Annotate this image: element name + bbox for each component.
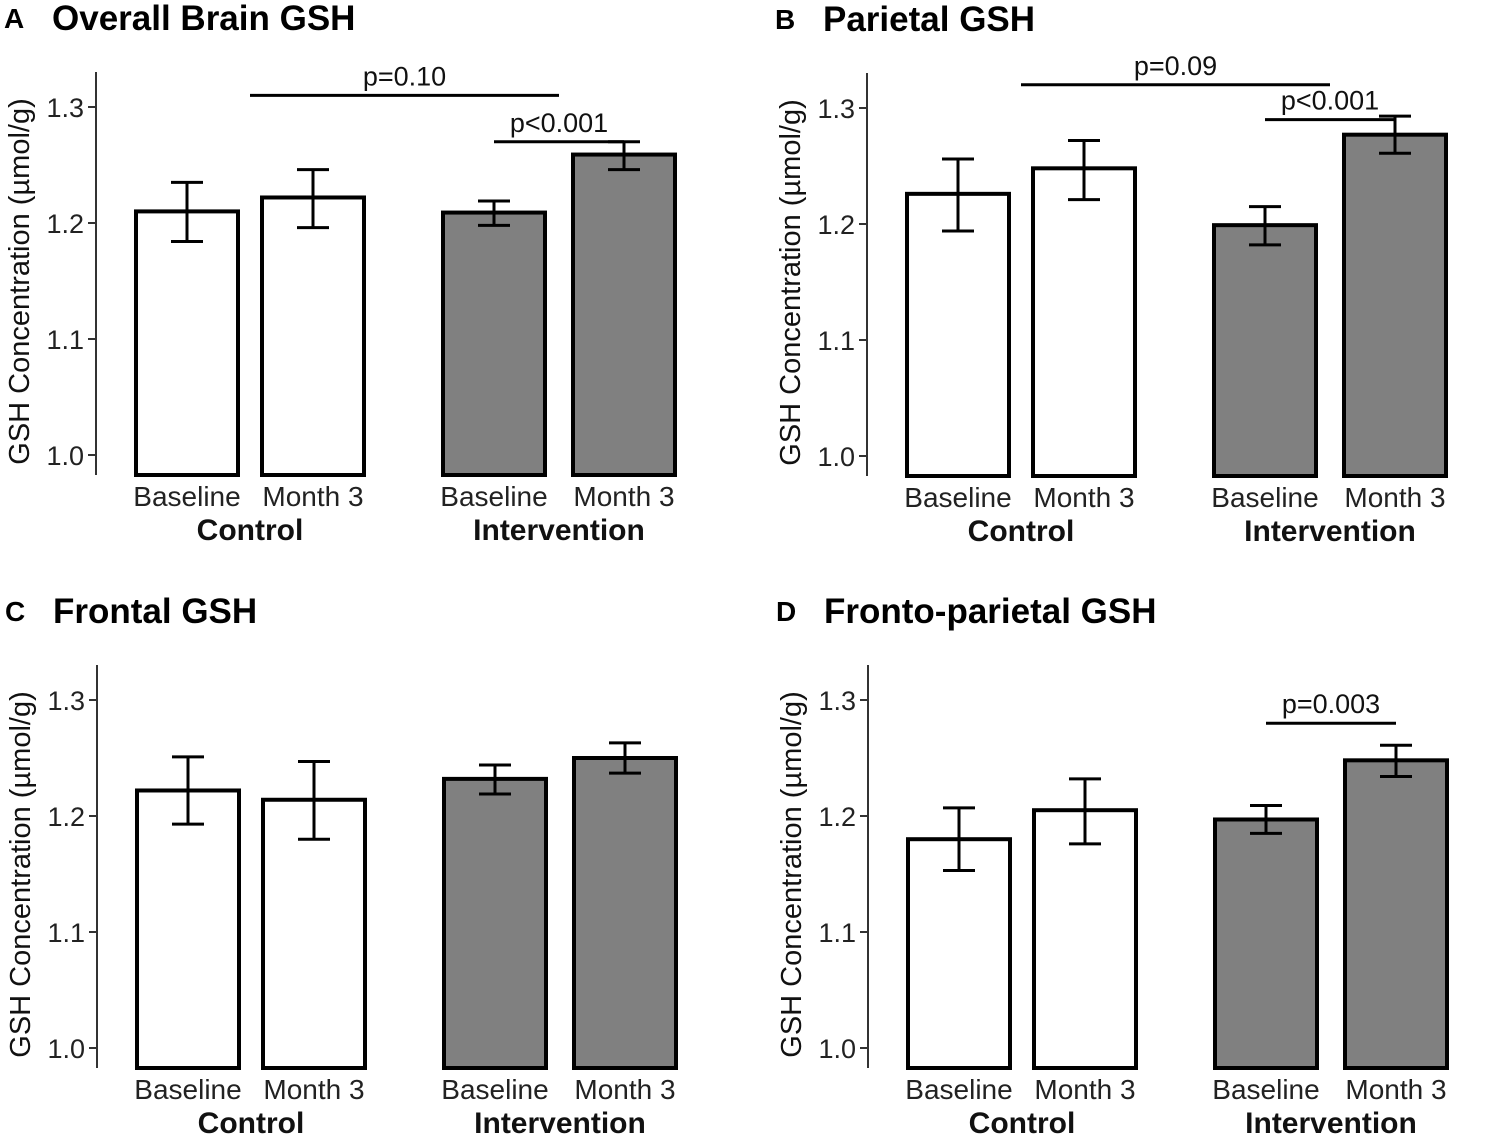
- x-tick-label: Baseline: [440, 481, 547, 512]
- error-bar: [297, 168, 329, 230]
- x-tick-label: Baseline: [1211, 482, 1318, 513]
- bar: [1213, 817, 1319, 1070]
- y-axis-label: GSH Concentration (µmol/g): [776, 691, 808, 1057]
- y-tick-label: 1.1: [47, 918, 85, 948]
- bar: [1342, 132, 1448, 478]
- y-tick-label: 1.2: [46, 209, 84, 239]
- bar: [572, 756, 678, 1070]
- group-label: Control: [198, 1107, 305, 1140]
- error-bar: [943, 806, 975, 873]
- x-tick-label: Month 3: [573, 481, 674, 512]
- significance-bracket: p=0.09: [1021, 51, 1330, 87]
- error-bar: [609, 741, 641, 775]
- group-label: Control: [969, 1107, 1076, 1140]
- significance-label: p=0.003: [1282, 689, 1380, 719]
- significance-label: p=0.10: [363, 61, 446, 91]
- bar: [135, 788, 241, 1070]
- panel-title: Fronto-parietal GSH: [824, 592, 1157, 631]
- group-label: Intervention: [473, 514, 645, 547]
- y-tick-label: 1.1: [818, 918, 856, 948]
- error-bar: [479, 763, 511, 796]
- x-tick-label: Month 3: [262, 481, 363, 512]
- y-tick-label: 1.0: [818, 1034, 856, 1064]
- y-tick-label: 1.2: [47, 802, 85, 832]
- error-bar: [172, 755, 204, 826]
- group-label: Control: [968, 515, 1075, 548]
- x-tick-label: Baseline: [904, 482, 1011, 513]
- x-tick-label: Baseline: [905, 1074, 1012, 1105]
- x-tick-label: Baseline: [133, 481, 240, 512]
- y-axis-label: GSH Concentration (µmol/g): [4, 98, 36, 464]
- panel-title: Parietal GSH: [823, 0, 1035, 39]
- bar: [571, 152, 677, 477]
- y-tick-label: 1.2: [818, 802, 856, 832]
- x-tick-label: Month 3: [574, 1074, 675, 1105]
- bar: [1032, 808, 1138, 1070]
- x-tick-label: Baseline: [134, 1074, 241, 1105]
- y-tick-label: 1.2: [817, 210, 855, 240]
- bar: [442, 776, 548, 1070]
- x-tick-label: Baseline: [441, 1074, 548, 1105]
- y-tick-label: 1.0: [817, 442, 855, 472]
- error-bar: [942, 157, 974, 233]
- error-bar: [1068, 138, 1100, 202]
- panel-letter: B: [775, 4, 795, 35]
- error-bar: [171, 180, 203, 244]
- bar: [260, 195, 366, 477]
- y-tick-label: 1.1: [817, 326, 855, 356]
- panel-letter: D: [776, 596, 796, 627]
- y-tick-label: 1.0: [47, 1034, 85, 1064]
- significance-bracket: p<0.001: [1265, 86, 1395, 122]
- panel-title: Frontal GSH: [53, 592, 257, 631]
- panel-d: D Fronto-parietal GSH GSH Concentration (µ…: [776, 592, 1449, 1140]
- significance-bracket: p<0.001: [494, 108, 624, 144]
- significance-label: p<0.001: [510, 108, 608, 138]
- significance-bracket: p=0.10: [250, 61, 559, 97]
- group-label: Intervention: [474, 1107, 646, 1140]
- x-tick-label: Baseline: [1212, 1074, 1319, 1105]
- panel-letter: A: [4, 3, 24, 34]
- group-label: Intervention: [1244, 515, 1416, 548]
- y-tick-label: 1.3: [46, 93, 84, 123]
- group-label: Control: [197, 514, 304, 547]
- error-bar: [1250, 804, 1282, 835]
- significance-label: p=0.09: [1134, 51, 1217, 81]
- panel-c: C Frontal GSH GSH Concentration (µmol/g) 1.…: [5, 592, 678, 1140]
- bar: [905, 191, 1011, 478]
- x-tick-label: Month 3: [1345, 1074, 1446, 1105]
- x-tick-label: Month 3: [1344, 482, 1445, 513]
- bar: [261, 797, 367, 1070]
- error-bar: [1069, 777, 1101, 846]
- y-axis-label: GSH Concentration (µmol/g): [5, 691, 37, 1057]
- bar: [1212, 223, 1318, 478]
- y-axis-label: GSH Concentration (µmol/g): [775, 99, 807, 465]
- bar: [441, 210, 547, 477]
- error-bar: [1379, 114, 1411, 155]
- y-tick-label: 1.0: [46, 441, 84, 471]
- y-tick-label: 1.1: [46, 325, 84, 355]
- significance-bracket: p=0.003: [1266, 689, 1396, 725]
- significance-label: p<0.001: [1281, 86, 1379, 116]
- bar: [906, 837, 1012, 1070]
- bar: [1343, 758, 1449, 1070]
- group-label: Intervention: [1245, 1107, 1417, 1140]
- y-tick-label: 1.3: [817, 94, 855, 124]
- error-bar: [478, 199, 510, 227]
- bar: [1031, 166, 1137, 478]
- x-tick-label: Month 3: [1033, 482, 1134, 513]
- panel-b: B Parietal GSH GSH Concentration (µmol/g) 1…: [775, 0, 1448, 548]
- x-tick-label: Month 3: [1034, 1074, 1135, 1105]
- y-tick-label: 1.3: [47, 686, 85, 716]
- bar: [134, 209, 240, 477]
- x-tick-label: Month 3: [263, 1074, 364, 1105]
- error-bar: [1249, 205, 1281, 247]
- panel-letter: C: [5, 596, 25, 627]
- error-bar: [1380, 743, 1412, 779]
- panel-title: Overall Brain GSH: [52, 0, 355, 38]
- y-tick-label: 1.3: [818, 686, 856, 716]
- panel-a: A Overall Brain GSH GSH Concentration (µmo…: [4, 0, 677, 547]
- error-bar: [298, 759, 330, 841]
